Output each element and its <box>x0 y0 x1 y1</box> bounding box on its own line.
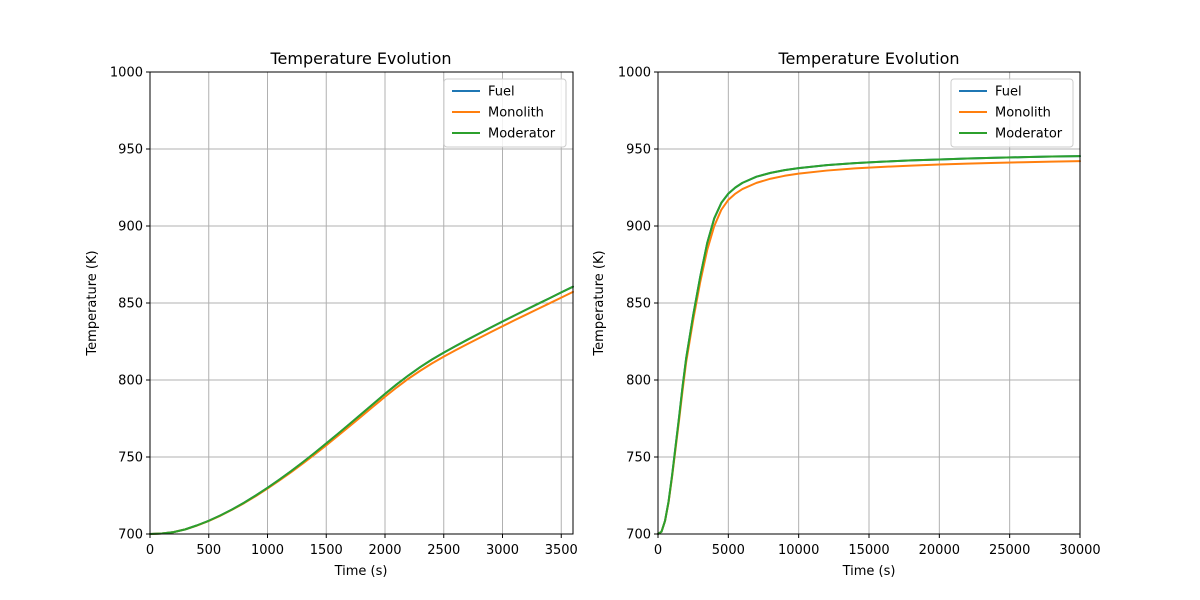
legend-right: Fuel Monolith Moderator <box>950 78 1074 148</box>
legend-label-moderator: Moderator <box>995 127 1063 142</box>
x-tick-label: 2500 <box>427 543 460 558</box>
x-tick-label: 0 <box>146 543 154 558</box>
y-tick-label: 900 <box>118 220 143 235</box>
x-axis-label-right: Time (s) <box>842 564 896 579</box>
x-tick-label: 20000 <box>919 543 960 558</box>
y-tick-label: 700 <box>118 528 143 543</box>
legend-label-monolith: Monolith <box>995 106 1051 121</box>
series-line-moderator <box>149 285 574 535</box>
x-tick-label: 25000 <box>989 543 1030 558</box>
y-tick-label: 1000 <box>618 66 651 81</box>
x-tick-label: 5000 <box>712 543 745 558</box>
legend-label-fuel: Fuel <box>488 85 515 100</box>
legend-label-fuel: Fuel <box>995 85 1022 100</box>
y-tick-label: 900 <box>626 220 651 235</box>
x-tick-label: 3000 <box>486 543 519 558</box>
x-tick-label: 0 <box>654 543 662 558</box>
x-tick-labels-right: 0 5000 10000 15000 20000 25000 30000 <box>654 534 1101 558</box>
chart-panel-right: Temperature Evolution 700 750 800 850 900 950… <box>592 49 1101 579</box>
y-tick-label: 1000 <box>110 66 143 81</box>
x-tick-label: 1000 <box>251 543 284 558</box>
y-axis-label-left: Temperature (K) <box>85 250 100 356</box>
series-line-moderator <box>657 155 1081 535</box>
x-tick-label: 500 <box>196 543 221 558</box>
y-tick-label: 850 <box>626 297 651 312</box>
y-tick-label: 800 <box>626 374 651 389</box>
y-tick-label: 850 <box>118 297 143 312</box>
y-tick-label: 750 <box>118 451 143 466</box>
x-tick-label: 3500 <box>545 543 578 558</box>
y-tick-label: 700 <box>626 528 651 543</box>
chart-title-right: Temperature Evolution <box>777 49 959 68</box>
legend-box <box>443 78 567 148</box>
legend-label-moderator: Moderator <box>488 127 556 142</box>
x-tick-label: 2000 <box>368 543 401 558</box>
x-tick-label: 10000 <box>778 543 819 558</box>
chart-title-left: Temperature Evolution <box>269 49 451 68</box>
y-tick-labels-right: 700 750 800 850 900 950 1000 <box>618 66 658 543</box>
chart-panel-left: Temperature Evolution 700 750 800 850 900 950… <box>85 49 578 579</box>
legend-left: Fuel Monolith Moderator <box>443 78 567 148</box>
y-axis-label-right: Temperature (K) <box>592 250 607 356</box>
x-tick-label: 15000 <box>848 543 889 558</box>
y-tick-label: 950 <box>118 143 143 158</box>
x-axis-label-left: Time (s) <box>334 564 388 579</box>
legend-label-monolith: Monolith <box>488 106 544 121</box>
y-tick-label: 750 <box>626 451 651 466</box>
series-left <box>149 285 574 535</box>
x-tick-label: 1500 <box>310 543 343 558</box>
x-tick-labels-left: 0 500 1000 1500 2000 2500 3000 3500 <box>146 534 578 558</box>
legend-box <box>950 78 1074 148</box>
y-tick-labels-left: 700 750 800 850 900 950 1000 <box>110 66 150 543</box>
y-tick-label: 800 <box>118 374 143 389</box>
y-tick-label: 950 <box>626 143 651 158</box>
x-tick-label: 30000 <box>1059 543 1100 558</box>
series-right <box>657 155 1081 535</box>
